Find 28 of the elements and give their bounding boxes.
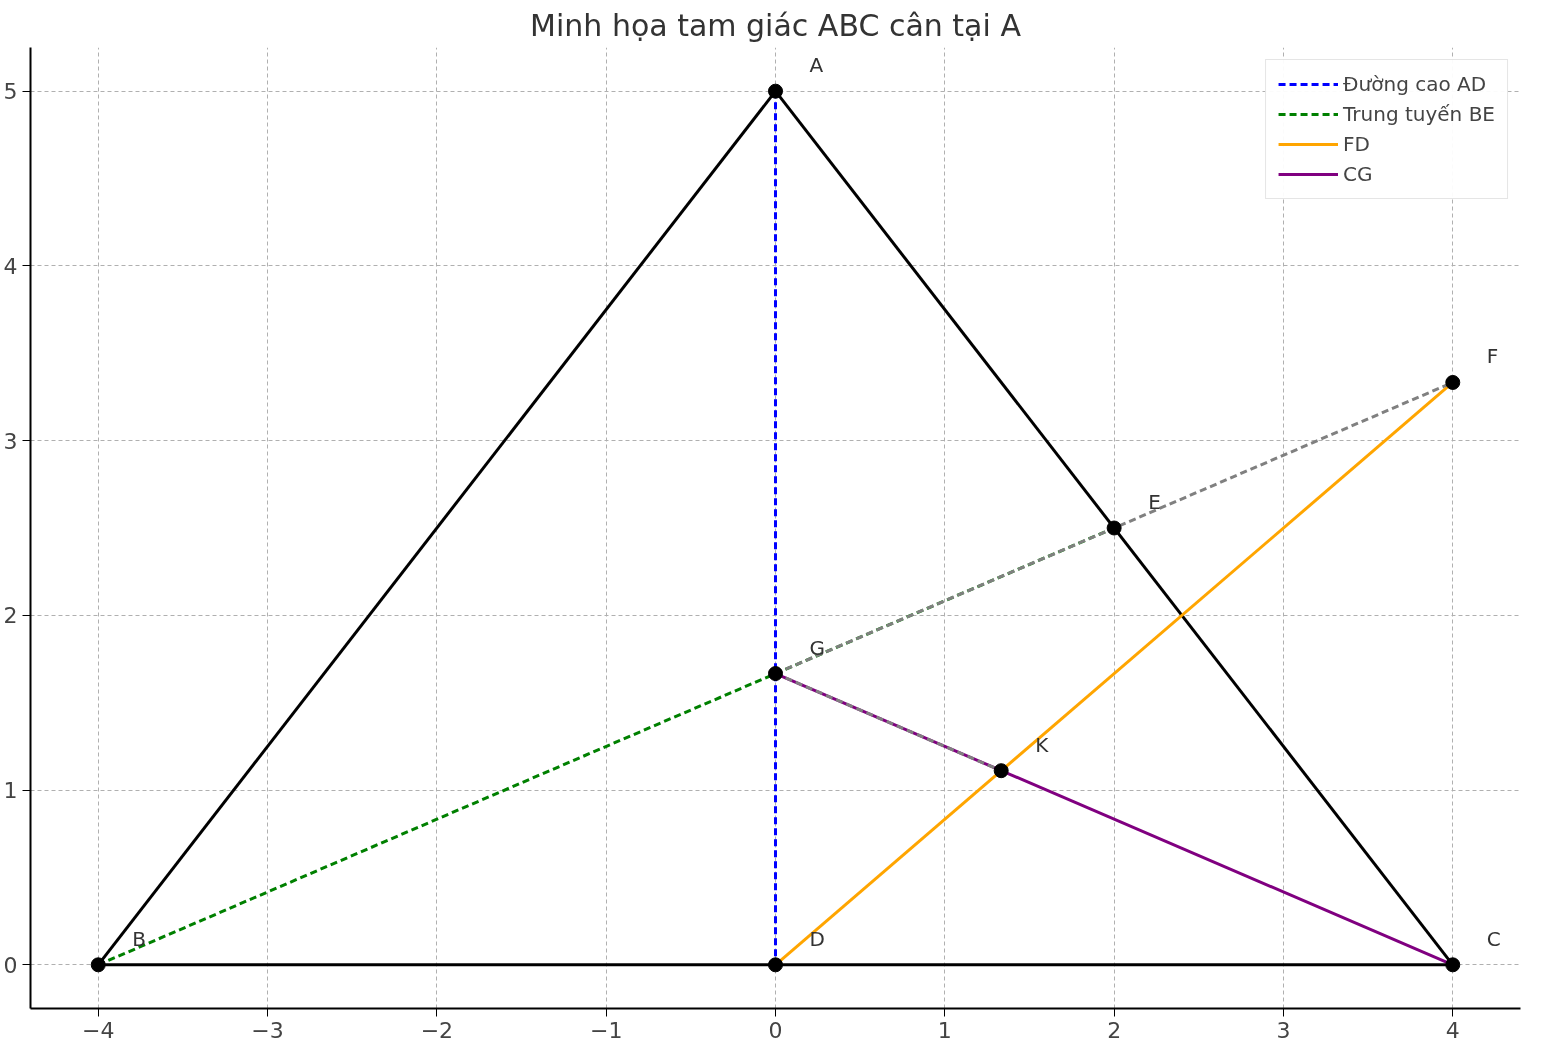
annotation: E	[1148, 490, 1161, 514]
x-tick-label: 2	[1107, 1017, 1122, 1043]
x-tick-label: −4	[82, 1017, 115, 1043]
y-tick-label: 0	[3, 952, 18, 978]
y-tick-label: 2	[3, 603, 18, 629]
annotation: A	[809, 53, 824, 78]
y-tick-label: 1	[3, 778, 18, 804]
x-tick-label: −2	[420, 1017, 454, 1043]
x-tick-label: 4	[1445, 1017, 1460, 1043]
legend-label: Trung tuyến BE	[1343, 102, 1495, 126]
legend-label: CG	[1343, 162, 1373, 186]
y-tick-label: 3	[3, 428, 18, 454]
annotation: F	[1486, 344, 1499, 369]
annotation: D	[809, 926, 825, 951]
x-tick-label: 3	[1276, 1017, 1291, 1043]
annotation: B	[132, 926, 146, 951]
annotation: G	[809, 635, 825, 660]
x-tick-label: −1	[589, 1017, 623, 1043]
y-tick-label: 4	[3, 253, 18, 279]
chart-title: Minh họa tam giác ABC cân tại A	[530, 7, 1022, 43]
legend-label: Đường cao AD	[1343, 72, 1487, 96]
legend-label: FD	[1343, 132, 1370, 156]
annotation: K	[1035, 732, 1050, 757]
annotation: C	[1486, 926, 1501, 951]
x-tick-label: 1	[937, 1017, 952, 1043]
x-tick-label: 0	[768, 1017, 783, 1043]
y-tick-label: 5	[3, 79, 18, 105]
x-tick-label: −3	[251, 1017, 284, 1043]
